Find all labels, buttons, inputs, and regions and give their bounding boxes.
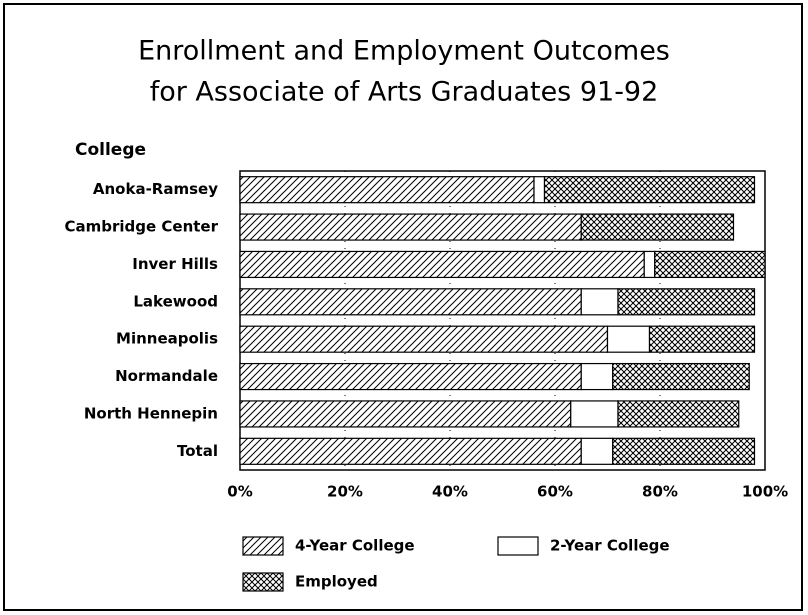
x-tick-label: 60% [537,483,573,501]
x-tick-label: 40% [432,483,468,501]
y-tick-label: Lakewood [133,292,218,310]
legend-label: 4-Year College [295,537,415,555]
y-tick-label: Cambridge Center [64,218,218,236]
legend-label: 2-Year College [550,537,670,555]
y-tick-label: Inver Hills [132,255,218,273]
bar-segment [606,325,651,353]
x-tick-label: 20% [327,483,363,501]
bar-segment [570,400,619,428]
y-tick-label: North Hennepin [84,404,218,422]
bar-segment [239,400,572,428]
bar-segment [239,288,582,316]
legend-swatch [242,572,284,592]
frame [3,3,803,611]
x-tick-label: 0% [227,483,252,501]
chart-title: for Associate of Arts Graduates 91-92 [150,77,659,108]
bar-segment [580,437,614,465]
plot-frame [239,170,766,471]
chart-title: Enrollment and Employment Outcomes [138,36,670,67]
bar-segment [612,437,756,465]
y-tick-label: Anoka-Ramsey [93,180,218,198]
bar-segment [654,250,766,279]
bar-segment [580,288,619,316]
bar-segment [239,213,582,241]
x-tick-label: 80% [642,483,678,501]
bar-segment [617,288,756,316]
bar-segment [580,362,614,391]
bar-segment [643,250,656,279]
y-tick-label: Total [177,442,218,460]
bar-segment [648,325,756,353]
legend-swatch [242,536,284,556]
bar-segment [239,250,645,279]
bar-segment [239,325,609,353]
bar-segment [239,362,582,391]
x-tick-label: 100% [742,483,788,501]
bar-segment [543,176,756,204]
legend-swatch [497,536,539,556]
y-tick-label: Minneapolis [116,330,218,348]
bar-segment [617,400,740,428]
legend-label: Employed [295,573,378,591]
y-tick-label: Normandale [115,367,218,385]
bar-segment [580,213,735,241]
bar-segment [239,437,582,465]
bar-segment [612,362,750,391]
y-axis-label: College [75,140,146,160]
bar-segment [533,176,546,204]
bar-segment [239,176,535,204]
